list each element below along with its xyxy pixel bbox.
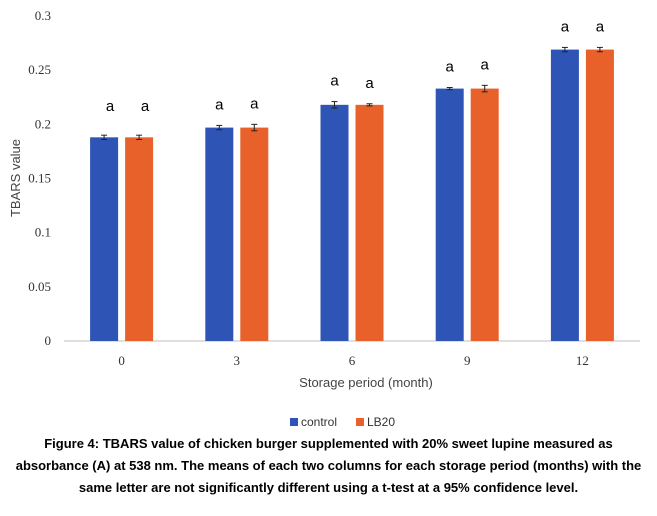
legend-item-lb20: LB20 xyxy=(356,415,395,429)
bar-lb20-9 xyxy=(470,88,499,341)
y-axis: 0 0.05 0.1 0.15 0.2 0.25 0.3 xyxy=(28,8,51,348)
legend-swatch xyxy=(356,418,364,426)
error-bar xyxy=(446,87,453,91)
error-bar xyxy=(101,134,108,140)
significance-letter: a xyxy=(481,56,490,73)
significance-letter: a xyxy=(561,18,570,35)
bar-control-9 xyxy=(435,88,464,341)
y-tick-label: 0.2 xyxy=(35,116,51,131)
y-tick-label: 0.1 xyxy=(35,225,51,240)
bar-lb20-6 xyxy=(355,104,384,341)
figure-caption: Figure 4: TBARS value of chicken burger … xyxy=(15,436,642,495)
chart: 0 0.05 0.1 0.15 0.2 0.25 0.3 a a a a a a a a a a 0 3 6 9 12… xyxy=(8,8,640,429)
bar-control-3 xyxy=(205,127,234,341)
error-bar xyxy=(136,134,143,140)
x-tick-label: 9 xyxy=(464,353,471,368)
x-tick-label: 6 xyxy=(349,353,356,368)
legend-item-control: control xyxy=(290,415,337,429)
significance-letter: a xyxy=(106,98,115,115)
bars: a a a a a a a a a a xyxy=(90,18,614,341)
error-bar xyxy=(251,123,258,132)
significance-letter: a xyxy=(141,98,150,115)
y-tick-label: 0.25 xyxy=(28,62,51,77)
error-bar xyxy=(596,46,603,53)
error-bar xyxy=(366,103,373,107)
y-tick-label: 0.3 xyxy=(35,8,51,23)
x-axis-title: Storage period (month) xyxy=(299,375,433,390)
significance-letter: a xyxy=(446,59,455,76)
x-tick-label: 12 xyxy=(576,353,589,368)
significance-letter: a xyxy=(215,96,224,113)
legend-label: LB20 xyxy=(367,415,395,429)
significance-letter: a xyxy=(365,75,374,92)
bar-control-12 xyxy=(550,49,579,341)
bar-control-0 xyxy=(90,137,119,341)
error-bar xyxy=(561,46,568,53)
significance-letter: a xyxy=(596,18,605,35)
legend-swatch xyxy=(290,418,298,426)
bar-lb20-12 xyxy=(585,49,614,341)
significance-letter: a xyxy=(330,73,339,90)
y-tick-label: 0.15 xyxy=(28,171,51,186)
legend: control LB20 xyxy=(290,415,395,429)
bar-control-6 xyxy=(320,104,349,341)
x-tick-label: 3 xyxy=(234,353,241,368)
y-axis-title: TBARS value xyxy=(8,139,23,217)
x-tick-label: 0 xyxy=(118,353,125,368)
x-axis: 0 3 6 9 12 xyxy=(118,353,589,368)
bar-lb20-0 xyxy=(125,137,154,341)
error-bar xyxy=(216,124,223,131)
error-bar xyxy=(331,101,338,109)
error-bar xyxy=(481,84,488,93)
legend-label: control xyxy=(301,415,337,429)
y-tick-label: 0.05 xyxy=(28,279,51,294)
significance-letter: a xyxy=(250,95,259,112)
bar-lb20-3 xyxy=(240,127,269,341)
y-tick-label: 0 xyxy=(45,333,52,348)
